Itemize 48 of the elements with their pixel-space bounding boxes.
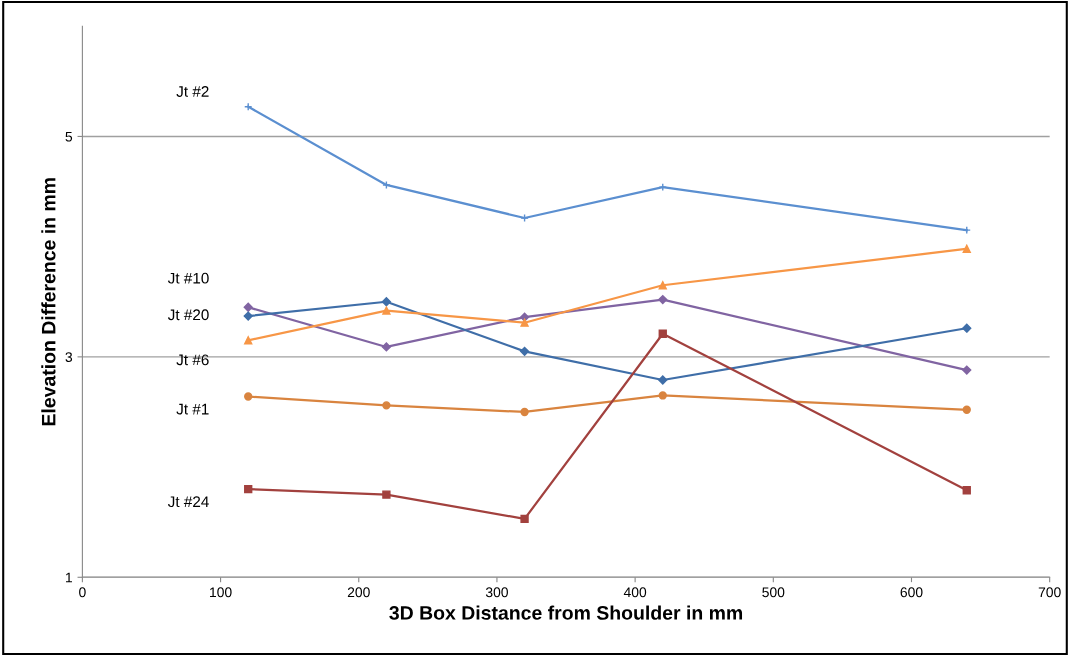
point [381,342,392,352]
point [381,297,392,307]
text: Jt #6 [176,354,209,366]
text: Jt #10 [167,272,209,284]
x-tick-label: 300 [485,587,508,598]
point [244,392,253,401]
point [962,365,972,375]
point [962,323,972,333]
point [244,484,253,494]
point [658,281,667,290]
point [520,213,529,223]
y-tick-label: 3 [65,352,73,363]
x-tick-label: 600 [900,587,923,598]
point [658,182,667,192]
point [658,329,667,338]
point [658,294,668,305]
point [962,486,971,495]
point [382,306,391,315]
point [244,336,253,345]
y-tick-label: 1 [66,572,72,583]
point [658,391,667,400]
point [382,180,391,190]
point [519,312,530,322]
y-tick-label: 5 [65,131,73,142]
x-axis-title: 3D Box Distance from Shoulder in mm [389,605,743,620]
x-tick-label: 700 [1038,587,1061,598]
point [519,346,530,356]
x-tick-label: 0 [79,587,86,598]
point [962,405,971,414]
point [243,311,253,321]
x-tick-label: 100 [210,587,232,598]
point [520,407,529,417]
point [382,490,391,499]
y-axis-title: Elevation Difference in mm [41,178,56,426]
x-tick-label: 500 [762,587,785,598]
text: Jt #20 [167,309,209,321]
point [962,244,971,254]
text: Jt #2 [176,86,209,97]
text: Jt #24 [167,496,209,508]
text: Jt #1 [176,403,209,415]
x-tick-label: 200 [347,587,370,598]
x-tick-label: 400 [623,587,647,598]
point [520,514,529,524]
point [520,318,529,327]
point [658,375,668,385]
point [382,401,391,410]
point [962,225,971,235]
point [243,302,253,312]
